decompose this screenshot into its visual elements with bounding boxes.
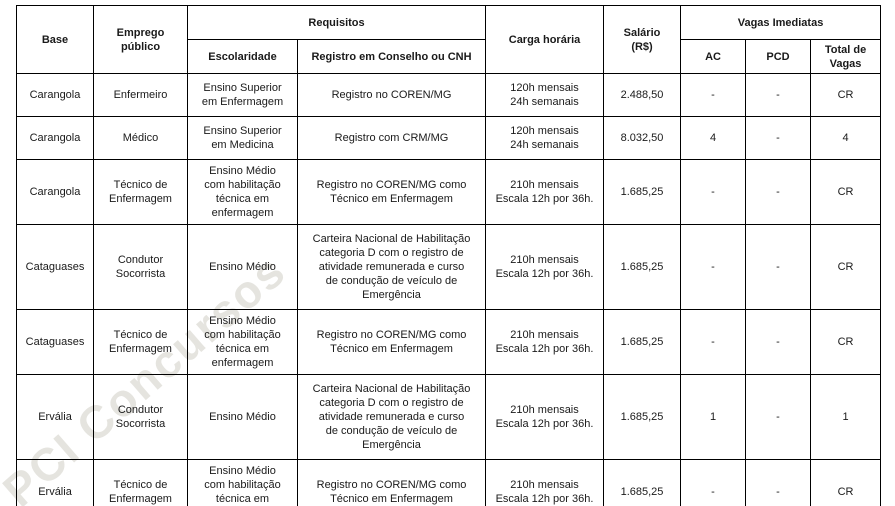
cell-pcd: - (745, 459, 812, 506)
cell-registro: Registro no COREN/MG como Técnico em Enf… (296, 459, 487, 506)
table-row: Ervália Técnico de Enfermagem Ensino Méd… (16, 459, 882, 506)
table-header: Base Emprego público Requisitos Carga ho… (16, 5, 882, 74)
cell-ac: - (680, 459, 747, 506)
vacancies-table: Base Emprego público Requisitos Carga ho… (16, 5, 882, 506)
cell-total: CR (810, 459, 882, 506)
table-row: Cataguases Condutor Socorrista Ensino Mé… (16, 224, 882, 310)
cell-base: Carangola (16, 116, 94, 160)
cell-ac: 4 (680, 116, 747, 160)
header-row-1: Base Emprego público Requisitos Carga ho… (16, 5, 882, 74)
table-body: Carangola Enfermeiro Ensino Superior em … (16, 73, 882, 506)
col-header-total-vagas: Total de Vagas (810, 39, 882, 74)
cell-registro: Registro no COREN/MG (296, 73, 487, 117)
cell-registro: Carteira Nacional de Habilitação categor… (296, 224, 487, 310)
col-header-ac: AC (680, 39, 747, 74)
cell-escolaridade: Ensino Médio com habilitação técnica em … (187, 309, 298, 375)
col-header-salario: Salário (R$) (603, 5, 682, 74)
header-row-2: Escolaridade Registro em Conselho ou CNH… (17, 39, 882, 74)
cell-ac: 1 (680, 374, 747, 460)
cell-salario: 1.685,25 (603, 459, 682, 506)
cell-carga: 210h mensais Escala 12h por 36h. (485, 309, 605, 375)
table-row: Carangola Médico Ensino Superior em Medi… (16, 116, 882, 160)
cell-total: CR (810, 73, 882, 117)
cell-salario: 2.488,50 (603, 73, 682, 117)
cell-escolaridade: Ensino Médio com habilitação técnica em … (187, 459, 298, 506)
cell-base: Cataguases (16, 224, 94, 310)
cell-emprego: Enfermeiro (93, 73, 188, 117)
cell-carga: 210h mensais Escala 12h por 36h. (485, 374, 605, 460)
cell-emprego: Técnico de Enfermagem (93, 459, 188, 506)
cell-ac: - (680, 224, 747, 310)
cell-total: CR (810, 224, 882, 310)
cell-pcd: - (745, 309, 812, 375)
cell-total: CR (810, 309, 882, 375)
table-row: Ervália Condutor Socorrista Ensino Médio… (16, 374, 882, 460)
cell-carga: 120h mensais 24h semanais (485, 73, 605, 117)
col-header-carga-horaria: Carga horária (485, 5, 605, 74)
cell-emprego: Condutor Socorrista (93, 224, 188, 310)
cell-pcd: - (745, 116, 812, 160)
col-header-pcd: PCD (745, 39, 812, 74)
cell-ac: - (680, 159, 747, 225)
cell-base: Ervália (16, 374, 94, 460)
cell-salario: 1.685,25 (603, 374, 682, 460)
cell-carga: 210h mensais Escala 12h por 36h. (485, 224, 605, 310)
cell-ac: - (680, 309, 747, 375)
cell-escolaridade: Ensino Médio (187, 224, 298, 310)
table-row: Carangola Técnico de Enfermagem Ensino M… (16, 159, 882, 225)
col-header-requisitos: Requisitos (186, 5, 487, 40)
cell-salario: 1.685,25 (603, 224, 682, 310)
cell-carga: 210h mensais Escala 12h por 36h. (485, 459, 605, 506)
cell-total: 4 (810, 116, 882, 160)
cell-registro: Registro no COREN/MG como Técnico em Enf… (296, 159, 487, 225)
cell-salario: 1.685,25 (603, 159, 682, 225)
cell-carga: 210h mensais Escala 12h por 36h. (485, 159, 605, 225)
table-row: Cataguases Técnico de Enfermagem Ensino … (16, 309, 882, 375)
cell-ac: - (680, 73, 747, 117)
cell-emprego: Técnico de Enfermagem (93, 159, 188, 225)
cell-emprego: Técnico de Enfermagem (93, 309, 188, 375)
col-header-base: Base (16, 5, 94, 74)
cell-escolaridade: Ensino Médio (187, 374, 298, 460)
cell-emprego: Médico (93, 116, 188, 160)
cell-base: Cataguases (16, 309, 94, 375)
cell-pcd: - (745, 73, 812, 117)
cell-salario: 1.685,25 (603, 309, 682, 375)
cell-total: 1 (810, 374, 882, 460)
cell-pcd: - (745, 374, 812, 460)
cell-salario: 8.032,50 (603, 116, 682, 160)
cell-base: Ervália (16, 459, 94, 506)
cell-registro: Carteira Nacional de Habilitação categor… (296, 374, 487, 460)
col-header-escolaridade: Escolaridade (187, 39, 298, 74)
cell-carga: 120h mensais 24h semanais (485, 116, 605, 160)
cell-registro: Registro no COREN/MG como Técnico em Enf… (296, 309, 487, 375)
cell-escolaridade: Ensino Superior em Enfermagem (187, 73, 298, 117)
cell-pcd: - (745, 224, 812, 310)
col-header-registro: Registro em Conselho ou CNH (296, 39, 487, 74)
cell-total: CR (810, 159, 882, 225)
cell-pcd: - (745, 159, 812, 225)
cell-base: Carangola (16, 73, 94, 117)
cell-registro: Registro com CRM/MG (296, 116, 487, 160)
col-header-emprego-publico: Emprego público (93, 5, 188, 74)
cell-escolaridade: Ensino Médio com habilitação técnica em … (187, 159, 298, 225)
cell-emprego: Condutor Socorrista (93, 374, 188, 460)
cell-escolaridade: Ensino Superior em Medicina (187, 116, 298, 160)
table-row: Carangola Enfermeiro Ensino Superior em … (16, 73, 882, 117)
col-header-vagas-imediatas: Vagas Imediatas (680, 5, 882, 40)
cell-base: Carangola (16, 159, 94, 225)
